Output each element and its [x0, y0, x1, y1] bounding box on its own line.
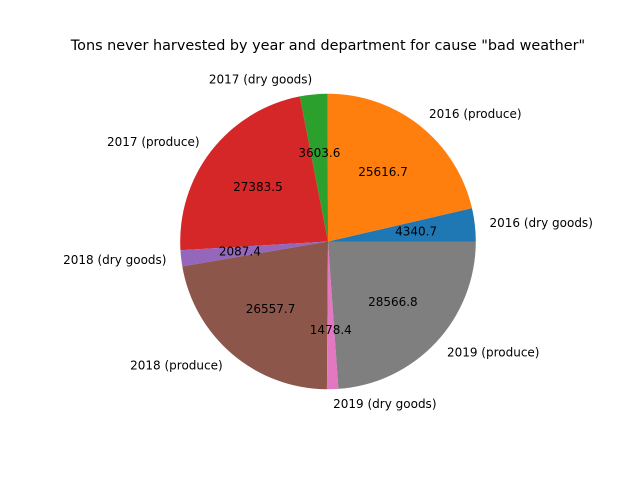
slice-value-2017-produce: 27383.5 — [233, 180, 283, 194]
slice-value-2018-dry-goods: 2087.4 — [219, 245, 261, 259]
slice-value-2018-produce: 26557.7 — [246, 302, 296, 316]
slice-label-2017-dry-goods: 2017 (dry goods) — [209, 73, 312, 87]
slice-label-2017-produce: 2017 (produce) — [107, 135, 200, 149]
pie-slice-2019-produce — [328, 241, 476, 389]
slice-value-labels: 4340.7 25616.7 3603.6 27383.5 2087.4 26557.7 1… — [219, 146, 437, 337]
pie-slice-2017-produce — [180, 96, 328, 251]
pie-slice-2016-produce — [327, 93, 472, 242]
slice-value-2019-produce: 28566.8 — [368, 295, 418, 309]
slice-label-2016-produce: 2016 (produce) — [429, 107, 522, 121]
slice-label-2018-dry-goods: 2018 (dry goods) — [63, 253, 166, 267]
pie-slice-2018-dry-goods — [180, 241, 328, 267]
slice-value-2016-dry-goods: 4340.7 — [395, 224, 437, 238]
slice-label-2019-produce: 2019 (produce) — [447, 345, 540, 359]
slice-value-2017-dry-goods: 3603.6 — [298, 146, 340, 160]
pie-slices — [180, 93, 476, 390]
pie-slice-2017-dry-goods — [299, 93, 328, 242]
pie-slice-2016-dry-goods — [328, 208, 476, 242]
chart-title: Tons never harvested by year and departm… — [70, 38, 585, 54]
pie-slice-2019-dry-goods — [326, 241, 339, 390]
slice-label-2019-dry-goods: 2019 (dry goods) — [333, 397, 436, 411]
slice-label-2018-produce: 2018 (produce) — [130, 358, 223, 372]
slice-label-2016-dry-goods: 2016 (dry goods) — [490, 216, 593, 230]
slice-labels: 2016 (dry goods) 2016 (produce) 2017 (dry … — [63, 73, 593, 411]
slice-value-2019-dry-goods: 1478.4 — [310, 323, 352, 337]
slice-value-2016-produce: 25616.7 — [358, 165, 408, 179]
pie-slice-2018-produce — [182, 241, 328, 390]
